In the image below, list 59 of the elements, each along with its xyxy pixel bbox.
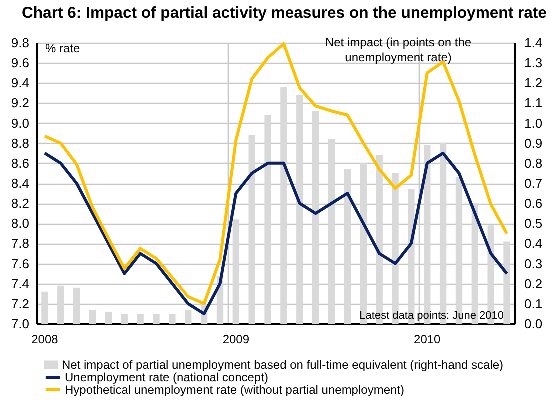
y-tick-label: 9.6 [11, 56, 30, 71]
y2-axis-title: Net impact (in points on the unemployment rate) [325, 36, 472, 64]
y-tick-label: 8.2 [11, 196, 30, 212]
bar [137, 314, 144, 324]
y2-tick-label: 1.0 [524, 116, 543, 131]
y2-tick-label: 1.2 [524, 76, 543, 91]
y2-tick-label: 0.0 [524, 316, 543, 332]
y-axis-title: % rate [46, 42, 81, 56]
y2-tick-label: 0.6 [524, 196, 543, 212]
y2-tick-label: 1.3 [524, 56, 543, 71]
x-tick-label: 2008 [32, 332, 59, 346]
y-tick-label: 8.0 [11, 216, 30, 232]
bar [58, 286, 64, 324]
bar [504, 242, 510, 324]
y-tick-label: 8.6 [11, 156, 30, 171]
bar [153, 314, 160, 324]
bar [312, 111, 320, 324]
bar [328, 139, 336, 324]
bar [73, 288, 80, 324]
y-tick-label: 9.0 [11, 116, 30, 131]
y2-tick-label: 1.1 [524, 96, 543, 111]
y2-tick-label: 1.4 [524, 36, 543, 50]
bar [121, 314, 128, 324]
bar [169, 314, 176, 324]
y-tick-label: 8.8 [11, 136, 30, 151]
legend-label: Unemployment rate (national concept) [65, 370, 268, 384]
y-tick-label: 7.8 [11, 236, 30, 252]
y2-tick-label: 0.5 [524, 216, 543, 232]
x-tick-label: 2009 [222, 332, 250, 346]
y2-tick-label: 0.7 [524, 176, 543, 191]
bar [280, 87, 288, 324]
y-tick-label: 7.2 [11, 296, 30, 312]
bar [264, 115, 272, 324]
legend-label: Net impact of partial unemployment based on full-time equivalent (right-hand scale) [62, 358, 504, 372]
bar [232, 220, 240, 324]
bar [248, 135, 256, 324]
x-tick-label: 2010 [414, 332, 442, 346]
bar [296, 95, 304, 324]
y-tick-label: 9.4 [11, 76, 30, 91]
chart-title: Chart 6: Impact of partial activity measures on the unemployment rate [22, 5, 548, 22]
bar [42, 292, 48, 324]
y-tick-label: 9.2 [11, 96, 30, 111]
legend-label: Hypothetical unemployment rate (without partial unemployment) [65, 383, 404, 397]
annotation: Latest data points: June 2010 [360, 310, 504, 322]
y2-tick-label: 0.1 [524, 296, 543, 312]
bar [344, 169, 352, 324]
bar [105, 312, 112, 324]
y2-tick-label: 0.9 [524, 136, 543, 151]
y2-tick-label: 0.4 [524, 236, 543, 252]
y-tick-label: 9.8 [11, 36, 30, 50]
y-tick-label: 7.0 [11, 316, 30, 332]
y-tick-label: 7.6 [11, 256, 30, 272]
bar [185, 310, 192, 324]
y2-tick-label: 0.2 [524, 276, 543, 292]
y2-tick-label: 0.8 [524, 156, 543, 171]
bar [89, 310, 96, 324]
y2-tick-label: 0.3 [524, 256, 543, 272]
y-tick-label: 7.4 [11, 276, 30, 292]
y-tick-label: 8.4 [11, 176, 30, 191]
